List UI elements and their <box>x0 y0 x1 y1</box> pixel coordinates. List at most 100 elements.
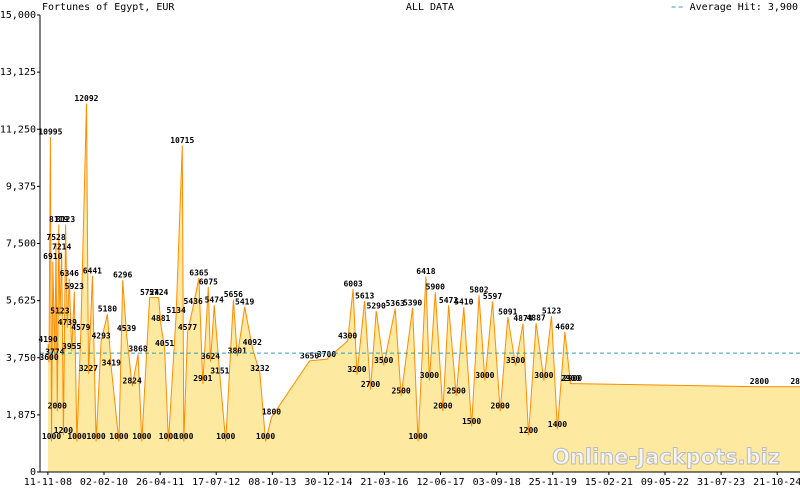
value-label: 5472 <box>439 296 458 305</box>
value-label: 8123 <box>56 215 75 224</box>
x-tick-label: 25-11-19 <box>529 477 577 488</box>
value-label: 2000 <box>491 402 510 411</box>
value-label: 3151 <box>210 366 229 375</box>
value-label: 8119 <box>49 215 68 224</box>
value-label: 5410 <box>454 298 473 307</box>
value-label: 3955 <box>62 342 81 351</box>
value-label: 3232 <box>250 364 269 373</box>
value-label: 6346 <box>60 269 79 278</box>
value-label: 7528 <box>46 233 65 242</box>
x-tick-label: 30-12-14 <box>304 477 352 488</box>
value-label: 4602 <box>555 322 574 331</box>
x-tick-label: 02-02-10 <box>80 477 128 488</box>
value-label: 5390 <box>403 298 422 307</box>
value-label: 2824 <box>123 376 142 385</box>
x-tick-label: 21-10-24 <box>753 477 800 488</box>
y-tick-label: 9,375 <box>6 181 36 192</box>
value-label: 1500 <box>462 417 481 426</box>
value-label: 7214 <box>52 243 71 252</box>
value-label: 10995 <box>38 128 62 137</box>
value-label: 5436 <box>184 297 203 306</box>
x-tick-label: 12-06-17 <box>416 477 464 488</box>
value-label: 1000 <box>408 432 427 441</box>
value-label: 5724 <box>140 288 159 297</box>
value-label: 1000 <box>86 432 105 441</box>
legend-label: Average Hit: 3,900 <box>690 2 798 13</box>
value-label: 2500 <box>391 386 410 395</box>
value-label: 1400 <box>548 420 567 429</box>
value-label: 6003 <box>343 280 362 289</box>
y-tick-label: 5,625 <box>6 296 36 307</box>
value-label: 5363 <box>386 299 405 308</box>
value-label: 5290 <box>367 301 386 310</box>
value-label: 2000 <box>48 402 67 411</box>
value-label: 3227 <box>79 364 98 373</box>
y-tick-label: 3,750 <box>6 353 36 364</box>
value-label: 5923 <box>65 282 84 291</box>
value-label: 4190 <box>38 335 57 344</box>
y-tick-label: 1,875 <box>6 410 36 421</box>
value-label: 3419 <box>102 358 121 367</box>
value-label: 1200 <box>519 426 538 435</box>
value-label: 4300 <box>338 331 357 340</box>
y-tick-label: 0 <box>30 467 36 478</box>
value-label: 1200 <box>54 426 73 435</box>
value-label: 2800 <box>790 377 800 386</box>
x-tick-label: 09-05-22 <box>641 477 689 488</box>
value-label: 1000 <box>42 432 61 441</box>
value-label: 4887 <box>526 314 545 323</box>
value-label: 6418 <box>416 267 435 276</box>
value-label: 1000 <box>109 432 128 441</box>
value-label: 10715 <box>170 136 194 145</box>
value-label: 5724 <box>149 288 168 297</box>
value-label: 5091 <box>498 307 517 316</box>
value-label: 2800 <box>750 377 769 386</box>
value-label: 6296 <box>113 271 132 280</box>
value-label: 3774 <box>45 348 64 357</box>
value-label: 2700 <box>361 380 380 389</box>
y-tick-label: 15,000 <box>0 10 36 21</box>
value-label: 2000 <box>433 402 452 411</box>
value-label: 5656 <box>224 290 243 299</box>
y-tick-label: 13,125 <box>0 67 36 78</box>
value-label: 4881 <box>151 314 170 323</box>
plot: 4190 3600 10995 1000 6910 3774 7528 2000 8119 512… <box>0 10 800 488</box>
value-label: 6365 <box>189 269 208 278</box>
value-label: 3500 <box>506 356 525 365</box>
x-tick-label: 08-10-13 <box>248 477 296 488</box>
value-label: 1000 <box>159 432 178 441</box>
value-label: 4051 <box>155 339 174 348</box>
value-label: 5597 <box>483 292 502 301</box>
value-label: 4092 <box>243 338 262 347</box>
value-label: 3000 <box>420 371 439 380</box>
value-label: 1000 <box>67 432 86 441</box>
watermark: Online-Jackpots.biz <box>552 445 780 469</box>
value-label: 2900 <box>561 374 580 383</box>
value-label: 5134 <box>167 306 186 315</box>
value-label: 2900 <box>563 374 582 383</box>
value-label: 4579 <box>71 323 90 332</box>
value-label: 5474 <box>205 296 224 305</box>
x-tick-label: 17-07-12 <box>192 477 240 488</box>
value-label: 3500 <box>374 356 393 365</box>
value-label: 4293 <box>91 332 110 341</box>
value-label: 1000 <box>174 432 193 441</box>
x-tick-label: 26-04-11 <box>136 477 184 488</box>
x-tick-label: 15-02-21 <box>585 477 633 488</box>
value-label: 2500 <box>447 386 466 395</box>
value-label: 3200 <box>347 365 366 374</box>
value-label: 3600 <box>39 353 58 362</box>
value-label: 5802 <box>469 286 488 295</box>
value-label: 3000 <box>475 371 494 380</box>
value-label: 1800 <box>262 408 281 417</box>
value-label: 3624 <box>201 352 220 361</box>
chart-subtitle: ALL DATA <box>406 2 454 13</box>
value-label: 2901 <box>193 374 212 383</box>
value-label: 1000 <box>256 432 275 441</box>
value-label: 4577 <box>178 323 197 332</box>
value-label: 3801 <box>228 347 247 356</box>
value-label: 1000 <box>132 432 151 441</box>
line <box>47 103 800 442</box>
value-label: 3868 <box>128 345 147 354</box>
